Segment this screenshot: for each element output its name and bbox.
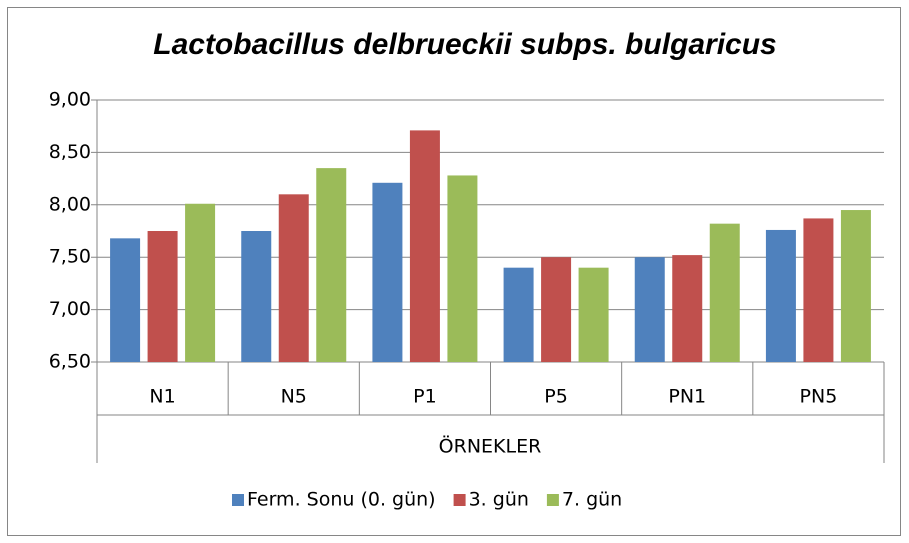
y-tick-label: 9,00	[49, 89, 91, 111]
bar	[840, 210, 871, 362]
y-tick-label: 7,50	[49, 246, 91, 268]
bar	[185, 203, 216, 362]
legend-swatch	[453, 494, 466, 506]
bar	[316, 168, 347, 362]
bar	[765, 229, 796, 362]
bar	[447, 175, 478, 362]
x-tick-label: PN1	[668, 386, 706, 408]
bar	[147, 231, 178, 362]
y-tick-label: 7,00	[49, 298, 91, 320]
legend-label: 3. gün	[469, 489, 529, 511]
bar	[634, 257, 665, 362]
bar	[241, 231, 272, 362]
x-tick-label: N5	[281, 386, 307, 408]
bar	[278, 194, 309, 362]
x-tick-label: P5	[544, 386, 568, 408]
legend-swatch	[232, 494, 244, 506]
bar	[541, 257, 572, 362]
x-tick-label: PN5	[800, 386, 838, 408]
y-tick-label: 8,00	[49, 193, 91, 215]
bar	[372, 182, 403, 362]
bar	[672, 255, 703, 362]
bar	[578, 267, 609, 362]
x-tick-label: N1	[149, 386, 175, 408]
y-tick-label: 8,50	[49, 141, 91, 163]
bar	[503, 267, 534, 362]
x-axis-label: ÖRNEKLER	[439, 435, 542, 458]
y-tick-label: 6,50	[49, 351, 91, 373]
bar	[709, 223, 740, 362]
x-tick-label: P1	[413, 386, 437, 408]
bar	[110, 238, 141, 362]
chart-title: Lactobacillus delbrueckii subps. bulgari…	[153, 28, 777, 61]
bar	[409, 130, 440, 362]
legend-label: 7. gün	[562, 489, 622, 511]
legend-swatch	[546, 494, 559, 506]
bar	[803, 218, 834, 362]
legend-label: Ferm. Sonu (0. gün)	[247, 489, 436, 511]
